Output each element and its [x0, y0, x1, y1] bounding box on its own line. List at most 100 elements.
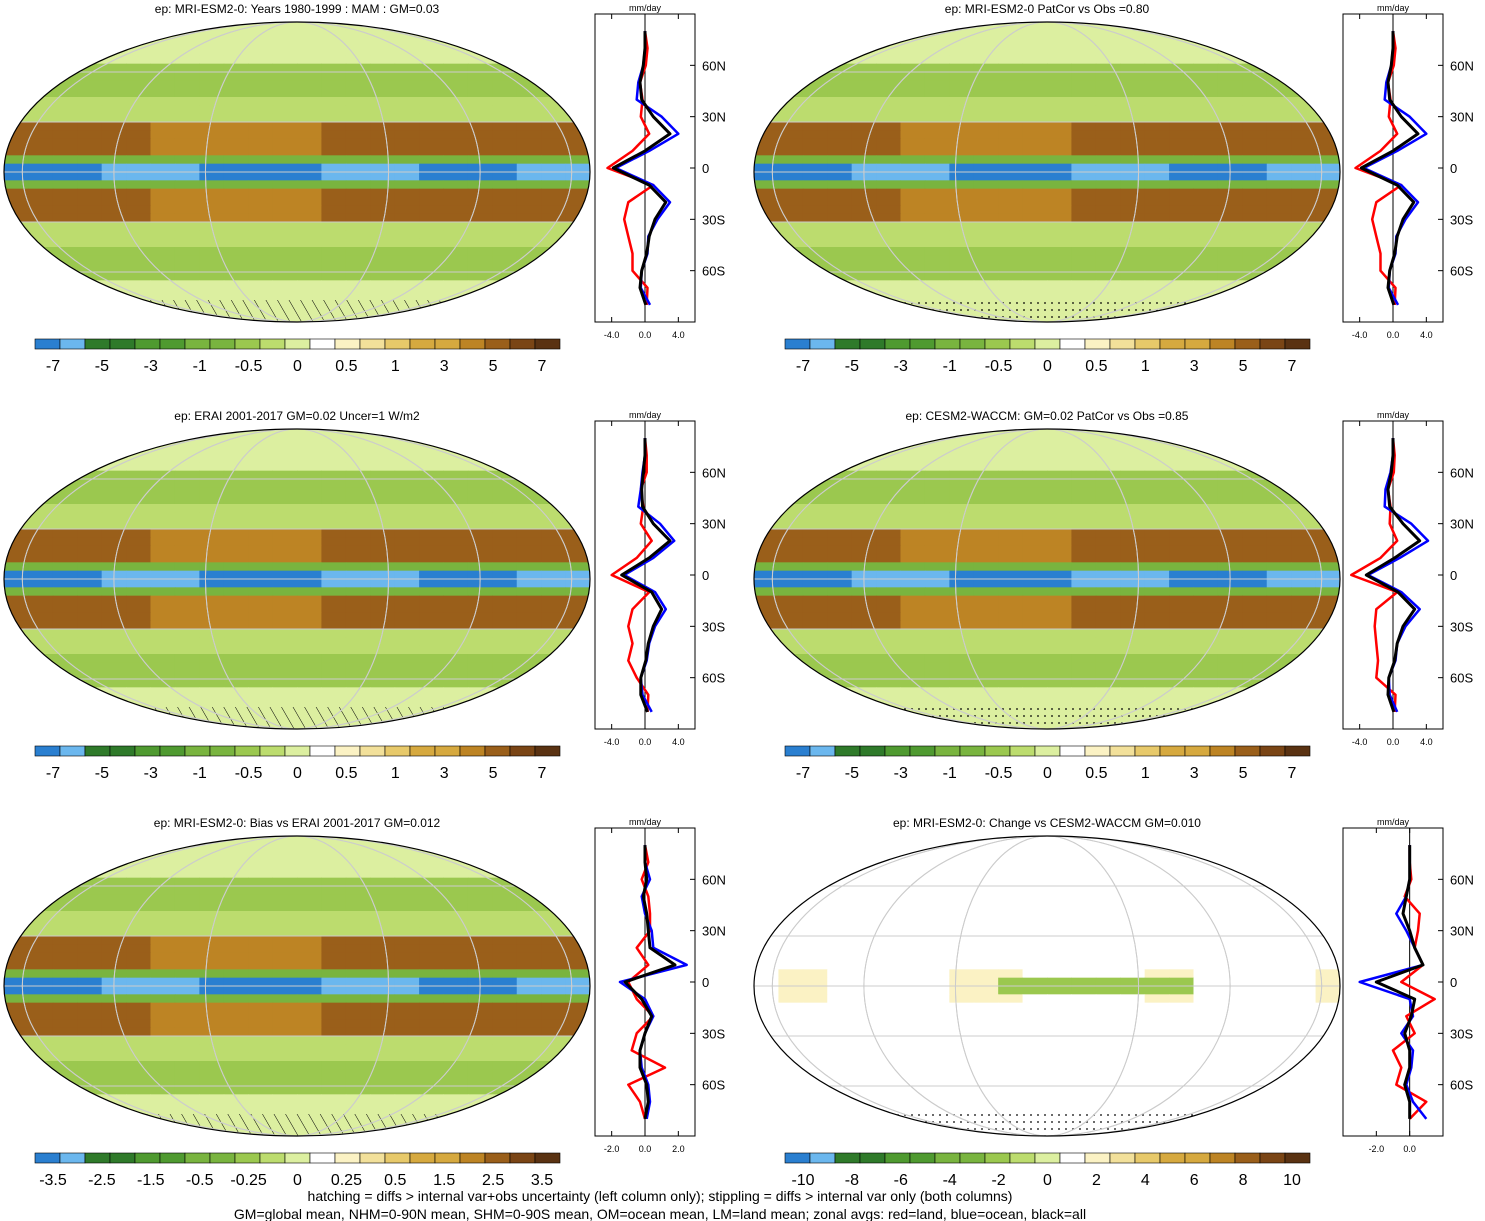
x-tick-label: 0.0 — [1403, 1144, 1416, 1154]
colorbar-box — [34, 1152, 61, 1164]
footer-line2: GM=global mean, NHM=0-90N mean, SHM=0-90… — [234, 1206, 1086, 1221]
series-line-land — [1391, 845, 1436, 1120]
colorbar-box — [334, 1152, 361, 1164]
map-field — [4, 22, 590, 322]
colorbar-label: -5 — [845, 358, 859, 375]
series-line-ocean — [1362, 31, 1428, 306]
colorbar-box — [834, 745, 861, 757]
lat-tick-label: 30N — [1450, 924, 1474, 939]
colorbar-label: 0 — [293, 358, 302, 375]
colorbar-label: 0.5 — [335, 765, 357, 782]
colorbar-box — [959, 745, 986, 757]
x-tick-label: -4.0 — [1352, 737, 1368, 747]
colorbar-label: 0.5 — [1085, 358, 1107, 375]
colorbar-box — [184, 338, 211, 350]
colorbar-box — [1034, 1152, 1061, 1164]
zonal-unit: mm/day — [629, 3, 662, 13]
colorbar-box — [909, 1152, 936, 1164]
colorbar-label: 0.25 — [331, 1172, 362, 1189]
lat-tick-label: 0 — [702, 161, 709, 176]
colorbar-label: 6 — [1190, 1172, 1199, 1189]
colorbar-label: 7 — [1288, 358, 1297, 375]
colorbar-label: 3 — [440, 358, 449, 375]
colorbar-box — [409, 745, 436, 757]
colorbar-box — [284, 338, 311, 350]
colorbar-box — [1159, 338, 1186, 350]
x-tick-label: 0.0 — [639, 737, 652, 747]
colorbar-label: 0.5 — [335, 358, 357, 375]
map-outline — [3, 835, 591, 1137]
colorbar-box — [1134, 338, 1161, 350]
panel-5: ep: MRI-ESM2-0: Change vs CESM2-WACCM GM… — [753, 816, 1474, 1189]
map-field — [4, 836, 590, 1136]
lat-tick-label: 60S — [1450, 264, 1473, 279]
lat-tick-label: 60N — [1450, 465, 1474, 480]
series-line-all — [623, 845, 677, 1120]
colorbar: -3.5 -2.5 -1.5 -0.5 -0.25 0 0.25 0.5 1.5 2.5 3.5 — [34, 1152, 561, 1189]
colorbar-box — [1259, 745, 1286, 757]
colorbar-label: 7 — [1288, 765, 1297, 782]
lat-tick-label: 30S — [702, 1026, 725, 1041]
colorbar-box — [309, 1152, 336, 1164]
colorbar-label: -3 — [894, 765, 908, 782]
colorbar-box — [1009, 745, 1036, 757]
colorbar-label: 5 — [489, 765, 498, 782]
colorbar-box — [209, 745, 236, 757]
zonal-unit: mm/day — [629, 410, 662, 420]
colorbar-box — [1284, 338, 1311, 350]
colorbar-label: -0.5 — [985, 765, 1013, 782]
lat-tick-label: 30N — [1450, 517, 1474, 532]
x-tick-label: 2.0 — [672, 1144, 685, 1154]
colorbar-label: 2 — [1092, 1172, 1101, 1189]
panel-title: ep: MRI-ESM2-0 PatCor vs Obs =0.80 — [945, 2, 1150, 16]
colorbar-box — [884, 745, 911, 757]
lat-tick-label: 30S — [702, 619, 725, 634]
colorbar-box — [859, 1152, 886, 1164]
lat-tick-label: 60N — [702, 872, 726, 887]
colorbar: -7 -5 -3 -1 -0.5 0 0.5 1 3 5 7 — [34, 338, 561, 375]
footer-line1: hatching = diffs > internal var+obs unce… — [308, 1188, 1013, 1204]
colorbar-box — [509, 1152, 536, 1164]
lat-tick-label: 60N — [702, 465, 726, 480]
colorbar-label: 0 — [1043, 765, 1052, 782]
colorbar-box — [1159, 1152, 1186, 1164]
colorbar-box — [134, 745, 161, 757]
colorbar-box — [159, 338, 186, 350]
colorbar-box — [59, 1152, 86, 1164]
map-field — [754, 836, 1340, 1136]
colorbar-box — [984, 745, 1011, 757]
lat-tick-label: 30S — [1450, 619, 1473, 634]
colorbar-box — [334, 338, 361, 350]
colorbar-box — [784, 745, 811, 757]
colorbar-label: 3 — [440, 765, 449, 782]
colorbar-box — [1059, 338, 1086, 350]
x-tick-label: 4.0 — [1420, 330, 1433, 340]
map-outline — [753, 835, 1341, 1137]
colorbar-label: 7 — [538, 765, 547, 782]
colorbar-box — [259, 1152, 286, 1164]
colorbar: -7 -5 -3 -1 -0.5 0 0.5 1 3 5 7 — [784, 338, 1311, 375]
colorbar-box — [534, 1152, 561, 1164]
series-line-ocean — [622, 438, 676, 713]
colorbar-label: -0.5 — [235, 765, 263, 782]
colorbar-box — [934, 745, 961, 757]
colorbar-box — [209, 1152, 236, 1164]
colorbar-box — [384, 745, 411, 757]
colorbar-box — [809, 745, 836, 757]
panel-title: ep: MRI-ESM2-0: Change vs CESM2-WACCM GM… — [893, 816, 1201, 830]
lat-tick-label: 30S — [1450, 1026, 1473, 1041]
colorbar-box — [484, 745, 511, 757]
colorbar-box — [184, 1152, 211, 1164]
colorbar-label: -1 — [943, 765, 957, 782]
colorbar-box — [434, 1152, 461, 1164]
colorbar-label: -1 — [943, 358, 957, 375]
colorbar-label: 0 — [293, 765, 302, 782]
colorbar-box — [259, 745, 286, 757]
colorbar-box — [884, 338, 911, 350]
colorbar-box — [1234, 338, 1261, 350]
lat-tick-label: 30N — [702, 924, 726, 939]
colorbar-box — [1059, 1152, 1086, 1164]
colorbar-box — [384, 1152, 411, 1164]
colorbar-label: -7 — [46, 765, 60, 782]
colorbar-label: -4 — [943, 1172, 957, 1189]
